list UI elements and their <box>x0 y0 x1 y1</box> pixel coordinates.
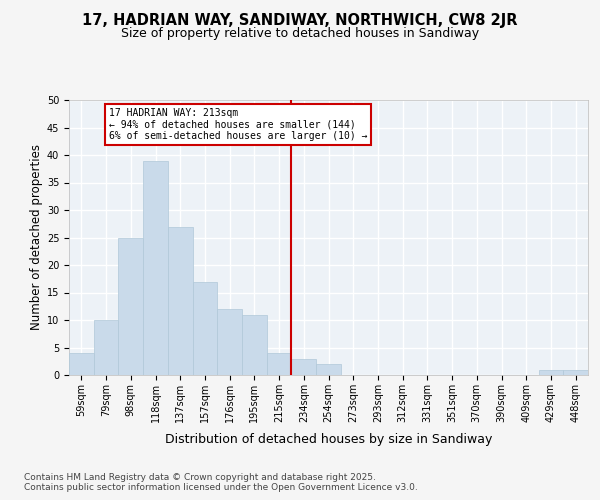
Bar <box>267 353 292 375</box>
Bar <box>94 320 118 375</box>
Bar <box>69 353 94 375</box>
Bar <box>316 364 341 375</box>
Bar <box>292 358 316 375</box>
Bar <box>539 370 563 375</box>
Bar <box>217 309 242 375</box>
Bar <box>168 226 193 375</box>
Text: 17, HADRIAN WAY, SANDIWAY, NORTHWICH, CW8 2JR: 17, HADRIAN WAY, SANDIWAY, NORTHWICH, CW… <box>82 12 518 28</box>
Text: Size of property relative to detached houses in Sandiway: Size of property relative to detached ho… <box>121 28 479 40</box>
Y-axis label: Number of detached properties: Number of detached properties <box>29 144 43 330</box>
Bar <box>118 238 143 375</box>
Text: 17 HADRIAN WAY: 213sqm
← 94% of detached houses are smaller (144)
6% of semi-det: 17 HADRIAN WAY: 213sqm ← 94% of detached… <box>109 108 367 142</box>
Bar <box>193 282 217 375</box>
Bar <box>563 370 588 375</box>
X-axis label: Distribution of detached houses by size in Sandiway: Distribution of detached houses by size … <box>165 433 492 446</box>
Bar <box>143 160 168 375</box>
Text: Contains HM Land Registry data © Crown copyright and database right 2025.
Contai: Contains HM Land Registry data © Crown c… <box>24 473 418 492</box>
Bar <box>242 314 267 375</box>
